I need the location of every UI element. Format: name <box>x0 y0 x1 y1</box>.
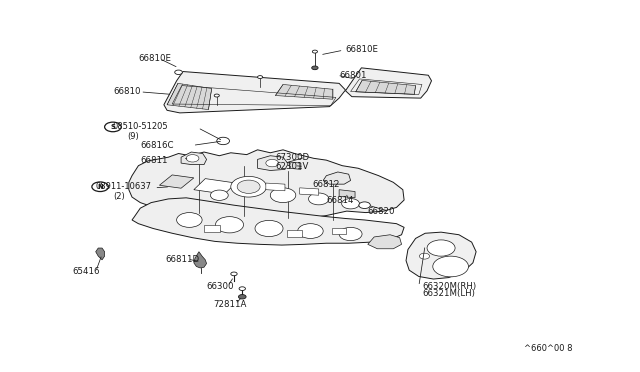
Polygon shape <box>194 252 207 268</box>
Text: (9): (9) <box>127 132 140 141</box>
Text: 65416: 65416 <box>73 267 100 276</box>
Text: 62301V: 62301V <box>275 162 308 171</box>
Text: 66810: 66810 <box>113 87 140 96</box>
Circle shape <box>342 199 360 209</box>
Polygon shape <box>164 71 346 113</box>
Bar <box>287 230 303 237</box>
Circle shape <box>177 212 202 227</box>
Text: 08911-10637: 08911-10637 <box>96 182 152 191</box>
Text: 08510-51205: 08510-51205 <box>113 122 168 131</box>
Circle shape <box>312 50 317 53</box>
Circle shape <box>239 295 246 299</box>
Circle shape <box>257 76 262 78</box>
Text: 67300D: 67300D <box>275 153 310 162</box>
Circle shape <box>104 122 121 132</box>
Circle shape <box>427 240 455 256</box>
Circle shape <box>359 202 371 209</box>
Text: 66811: 66811 <box>140 155 168 165</box>
Circle shape <box>339 227 362 241</box>
Text: 66812: 66812 <box>312 180 340 189</box>
Circle shape <box>298 224 323 238</box>
Text: N: N <box>97 184 103 190</box>
Text: (2): (2) <box>113 192 125 201</box>
Text: 66816C: 66816C <box>140 141 174 150</box>
Text: 66300: 66300 <box>207 282 234 291</box>
Polygon shape <box>368 235 401 249</box>
Circle shape <box>255 220 283 237</box>
Text: 66810E: 66810E <box>346 45 378 54</box>
Circle shape <box>270 188 296 203</box>
Circle shape <box>419 253 429 259</box>
Polygon shape <box>194 179 236 194</box>
Text: 66320M(RH): 66320M(RH) <box>422 282 476 291</box>
Polygon shape <box>346 68 431 98</box>
Circle shape <box>92 182 108 192</box>
Polygon shape <box>129 150 404 219</box>
Bar <box>204 225 220 232</box>
Text: 72811A: 72811A <box>213 300 246 310</box>
Polygon shape <box>406 232 476 279</box>
Polygon shape <box>323 172 351 184</box>
Text: ^660^00 8: ^660^00 8 <box>524 344 572 353</box>
Polygon shape <box>266 183 285 191</box>
Text: 66321M(LH): 66321M(LH) <box>422 289 475 298</box>
Polygon shape <box>275 84 333 99</box>
Text: 66820: 66820 <box>367 206 395 216</box>
Polygon shape <box>167 83 212 110</box>
Circle shape <box>231 176 266 197</box>
Polygon shape <box>96 248 104 260</box>
Text: 66811D: 66811D <box>166 254 200 264</box>
Circle shape <box>266 160 278 167</box>
Circle shape <box>216 217 244 233</box>
Polygon shape <box>289 162 301 169</box>
Polygon shape <box>339 190 355 198</box>
Text: 66810E: 66810E <box>138 54 172 63</box>
Polygon shape <box>181 152 207 164</box>
Bar <box>332 228 346 234</box>
Circle shape <box>237 180 260 193</box>
Circle shape <box>211 190 228 201</box>
Circle shape <box>308 193 329 205</box>
Text: 66801: 66801 <box>339 71 367 80</box>
Circle shape <box>175 70 182 74</box>
Circle shape <box>186 155 199 162</box>
Polygon shape <box>356 80 415 94</box>
Circle shape <box>239 287 246 291</box>
Polygon shape <box>132 198 404 245</box>
Circle shape <box>231 272 237 276</box>
Circle shape <box>312 66 318 70</box>
Polygon shape <box>257 156 288 170</box>
Circle shape <box>433 256 468 277</box>
Polygon shape <box>159 175 194 188</box>
Text: 66814: 66814 <box>326 196 354 205</box>
Polygon shape <box>300 188 319 195</box>
Circle shape <box>217 137 230 145</box>
Circle shape <box>214 94 220 97</box>
Text: S: S <box>111 124 115 130</box>
